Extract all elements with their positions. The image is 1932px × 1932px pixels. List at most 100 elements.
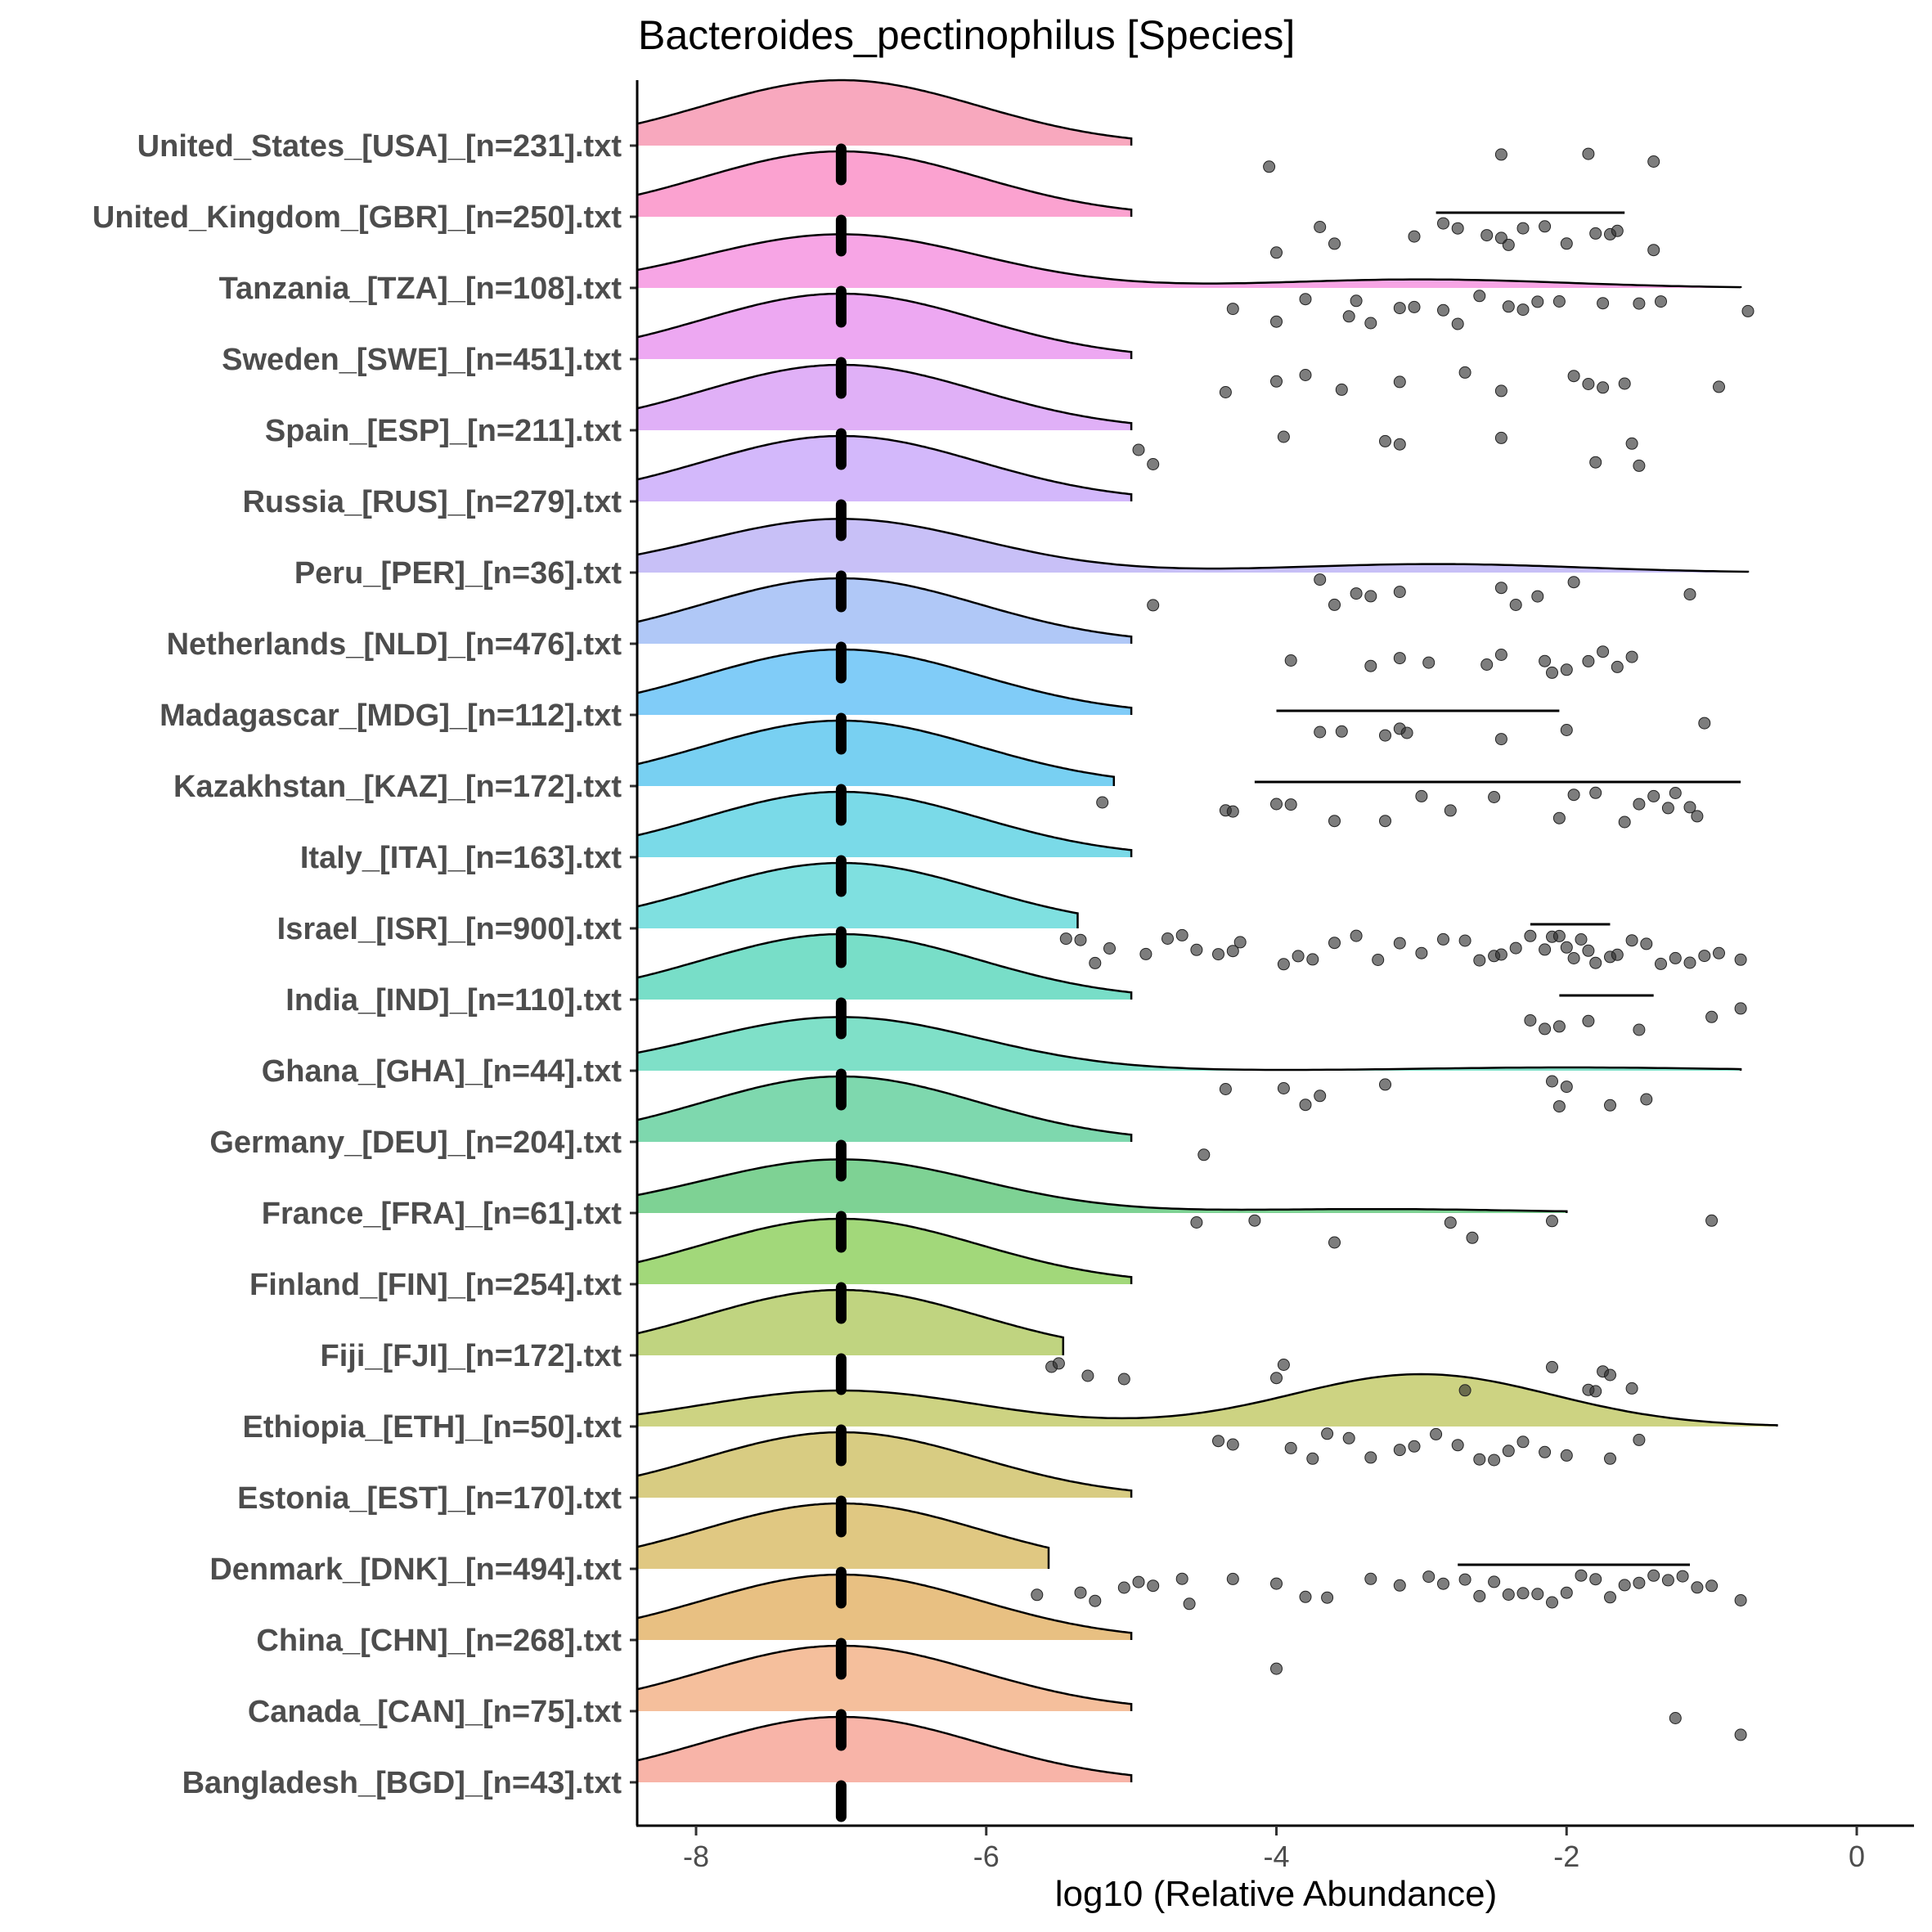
data-point (1502, 300, 1515, 313)
data-point (1458, 1573, 1471, 1586)
data-point (1226, 805, 1239, 818)
category-label: Italy_[ITA]_[n=163].txt (300, 841, 622, 875)
data-point (1552, 295, 1566, 308)
data-point (1589, 227, 1602, 240)
data-point (1494, 431, 1507, 444)
data-point (1408, 230, 1421, 243)
data-point (1190, 1216, 1203, 1229)
data-point (1328, 1236, 1341, 1249)
data-point (1364, 317, 1377, 330)
data-point (1226, 1438, 1239, 1451)
data-point (1314, 573, 1327, 586)
density-cloud-outline (637, 79, 1133, 146)
data-point (1567, 789, 1580, 802)
data-point (1633, 798, 1646, 811)
data-point (1582, 654, 1595, 667)
data-point (1552, 929, 1566, 942)
data-point (1640, 1093, 1653, 1106)
category-label: Kazakhstan_[KAZ]_[n=172].txt (173, 770, 622, 804)
data-point (1509, 599, 1522, 611)
data-point (1299, 369, 1312, 381)
density-cloud-outline (637, 363, 1133, 430)
data-point (1597, 645, 1610, 658)
density-cloud-outline (637, 719, 1116, 786)
density-cloud-fill (638, 1219, 1132, 1284)
x-tick-label: 0 (1849, 1840, 1865, 1873)
data-point (1488, 1575, 1501, 1588)
data-point (1400, 726, 1413, 739)
data-point (1219, 386, 1232, 398)
data-point (1575, 933, 1588, 946)
category-label: Ethiopia_[ETH]_[n=50].txt (243, 1410, 622, 1445)
data-point (1197, 1148, 1211, 1161)
category-label: Madagascar_[MDG]_[n=112].txt (160, 699, 622, 733)
data-point (1437, 217, 1449, 230)
data-point (1655, 295, 1667, 308)
data-point (1516, 303, 1530, 317)
data-point (1393, 375, 1406, 389)
data-point (1089, 1594, 1102, 1607)
data-point (1647, 1569, 1660, 1582)
data-point (1669, 1712, 1682, 1724)
data-point (1480, 658, 1494, 671)
data-point (1074, 933, 1087, 946)
data-point (1582, 378, 1595, 390)
data-point (1451, 1439, 1464, 1452)
category-label: Denmark_[DNK]_[n=494].txt (209, 1552, 622, 1587)
category-label: France_[FRA]_[n=61].txt (262, 1197, 622, 1231)
density-cloud-fill (638, 1076, 1132, 1142)
data-point (1284, 798, 1297, 811)
data-point (1582, 147, 1595, 160)
density-cloud-fill (638, 1290, 1063, 1355)
data-point (1589, 456, 1602, 469)
data-point (1379, 434, 1391, 447)
data-point (1691, 1581, 1704, 1594)
category-label: Peru_[PER]_[n=36].txt (294, 556, 622, 591)
data-point (1314, 221, 1327, 233)
data-point (1415, 946, 1428, 959)
data-point (1284, 1441, 1297, 1454)
data-point (1552, 1100, 1566, 1113)
data-point (1494, 948, 1507, 961)
data-point (1408, 300, 1421, 313)
data-point (1683, 801, 1696, 814)
data-point (1393, 937, 1406, 950)
data-point (1683, 588, 1696, 601)
density-cloud-outline (637, 1075, 1133, 1142)
data-point (1212, 1435, 1224, 1448)
data-point (1502, 1445, 1515, 1458)
data-point (1589, 1573, 1602, 1586)
data-point (1277, 430, 1290, 443)
data-point (1633, 459, 1646, 472)
data-point (1560, 1586, 1573, 1599)
data-point (1567, 576, 1580, 589)
data-point (1299, 293, 1312, 306)
data-point (1516, 1587, 1530, 1600)
data-point (1292, 950, 1305, 963)
data-point (1299, 1590, 1312, 1603)
data-point (1604, 1099, 1616, 1112)
density-cloud-outline (637, 1431, 1133, 1498)
data-point (1539, 654, 1552, 667)
data-point (1539, 1022, 1552, 1036)
category-label: Ghana_[GHA]_[n=44].txt (262, 1054, 622, 1089)
data-point (1575, 1569, 1588, 1582)
data-point (1473, 1453, 1486, 1466)
x-tick-label: -4 (1263, 1840, 1289, 1873)
density-cloud-fill (638, 792, 1132, 857)
data-point (1633, 297, 1646, 310)
data-point (1422, 656, 1436, 669)
data-point (1546, 1596, 1558, 1609)
data-point (1480, 229, 1494, 242)
data-point (1364, 590, 1377, 603)
data-point (1422, 1570, 1436, 1584)
data-point (1625, 1382, 1638, 1395)
density-cloud-outline (637, 434, 1133, 501)
data-point (1393, 1444, 1406, 1457)
data-point (1314, 726, 1327, 739)
category-label: Estonia_[EST]_[n=170].txt (237, 1481, 622, 1516)
data-point (1589, 1385, 1602, 1398)
data-point (1734, 1002, 1747, 1015)
density-cloud-outline (637, 292, 1133, 359)
